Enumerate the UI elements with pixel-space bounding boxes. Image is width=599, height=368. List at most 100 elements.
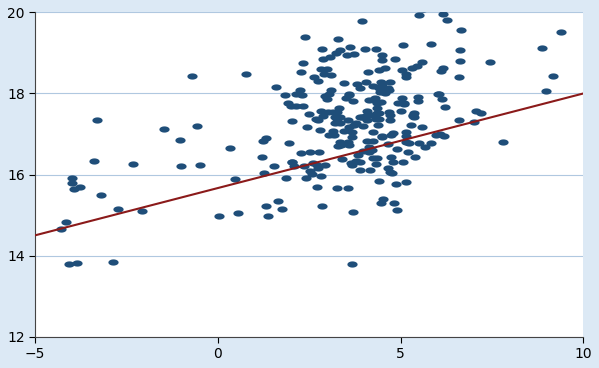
Point bbox=[347, 130, 357, 135]
Point bbox=[377, 134, 387, 140]
Point bbox=[347, 160, 356, 166]
Point bbox=[377, 52, 386, 58]
Point bbox=[335, 105, 344, 111]
Point bbox=[386, 112, 395, 118]
Point bbox=[426, 41, 435, 47]
Point bbox=[358, 114, 367, 120]
Point bbox=[371, 160, 380, 166]
Point bbox=[401, 133, 411, 139]
Point bbox=[396, 108, 406, 114]
Point bbox=[485, 59, 495, 65]
Point bbox=[383, 85, 393, 91]
Point bbox=[418, 60, 427, 66]
Point bbox=[338, 156, 347, 162]
Point bbox=[359, 123, 368, 129]
Point bbox=[326, 72, 336, 78]
Point bbox=[176, 137, 185, 143]
Point bbox=[398, 159, 408, 165]
Point bbox=[408, 113, 418, 119]
Point bbox=[337, 142, 346, 148]
Point bbox=[440, 104, 450, 110]
Point bbox=[287, 118, 297, 124]
Point bbox=[356, 159, 365, 165]
Point bbox=[259, 170, 268, 176]
Point bbox=[364, 149, 374, 155]
Point bbox=[332, 116, 342, 122]
Point bbox=[434, 91, 443, 97]
Point bbox=[548, 73, 558, 79]
Point bbox=[470, 119, 479, 125]
Point bbox=[367, 112, 377, 118]
Point bbox=[391, 181, 401, 187]
Point bbox=[329, 132, 339, 138]
Point bbox=[378, 57, 388, 63]
Point bbox=[96, 192, 106, 198]
Point bbox=[89, 158, 98, 164]
Point bbox=[383, 165, 393, 171]
Point bbox=[350, 122, 359, 128]
Point bbox=[334, 143, 343, 149]
Point bbox=[305, 168, 314, 174]
Point bbox=[231, 176, 240, 182]
Point bbox=[335, 114, 345, 120]
Point bbox=[368, 129, 378, 135]
Point bbox=[384, 109, 394, 114]
Point bbox=[67, 175, 77, 181]
Point bbox=[298, 103, 307, 109]
Point bbox=[368, 83, 377, 89]
Point bbox=[383, 141, 393, 146]
Point bbox=[348, 98, 358, 104]
Point bbox=[72, 260, 81, 266]
Point bbox=[56, 226, 65, 232]
Point bbox=[431, 132, 440, 138]
Point bbox=[456, 58, 465, 64]
Point bbox=[397, 67, 407, 73]
Point bbox=[412, 63, 422, 69]
Point bbox=[316, 67, 326, 72]
Point bbox=[401, 129, 411, 135]
Point bbox=[374, 116, 384, 122]
Point bbox=[373, 122, 383, 128]
Point bbox=[364, 69, 373, 75]
Point bbox=[320, 162, 330, 168]
Point bbox=[340, 128, 349, 134]
Point bbox=[370, 95, 380, 101]
Point bbox=[285, 140, 294, 146]
Point bbox=[177, 163, 186, 169]
Point bbox=[418, 124, 427, 130]
Point bbox=[353, 152, 363, 158]
Point bbox=[287, 1, 297, 7]
Point bbox=[376, 85, 385, 91]
Point bbox=[347, 134, 357, 139]
Point bbox=[362, 117, 372, 123]
Point bbox=[409, 114, 419, 120]
Point bbox=[187, 73, 196, 79]
Point bbox=[328, 109, 338, 115]
Point bbox=[344, 142, 353, 148]
Point bbox=[263, 213, 273, 219]
Point bbox=[355, 85, 365, 91]
Point bbox=[311, 116, 321, 122]
Point bbox=[420, 144, 429, 150]
Point bbox=[307, 171, 317, 177]
Point bbox=[426, 140, 435, 146]
Point bbox=[335, 47, 345, 53]
Point bbox=[439, 133, 449, 139]
Point bbox=[137, 208, 147, 214]
Point bbox=[282, 176, 291, 181]
Point bbox=[400, 100, 409, 106]
Point bbox=[378, 81, 388, 87]
Point bbox=[343, 139, 352, 145]
Point bbox=[443, 17, 452, 23]
Point bbox=[388, 130, 398, 135]
Point bbox=[407, 65, 416, 71]
Point bbox=[273, 198, 283, 204]
Point bbox=[436, 68, 446, 74]
Point bbox=[367, 147, 377, 153]
Point bbox=[335, 121, 345, 127]
Point bbox=[283, 100, 293, 106]
Point bbox=[347, 162, 357, 168]
Point bbox=[400, 6, 409, 11]
Point bbox=[288, 159, 297, 165]
Point bbox=[69, 186, 79, 192]
